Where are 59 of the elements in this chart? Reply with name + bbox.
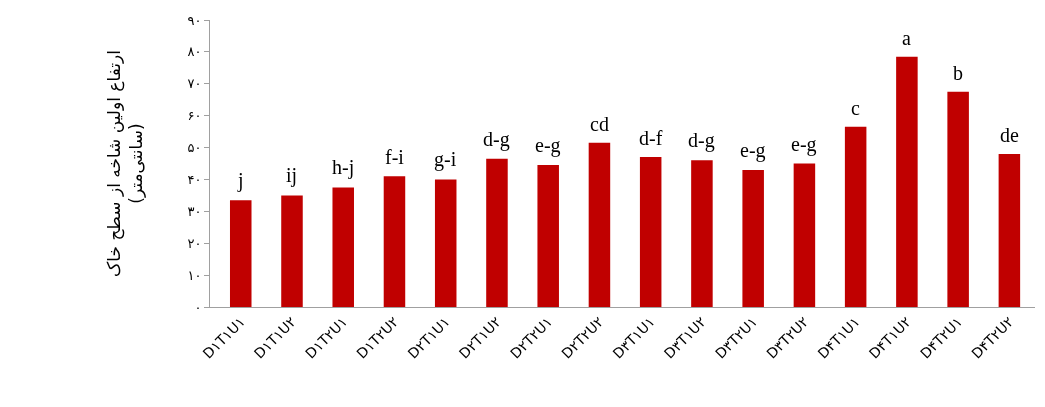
x-tick-label: D۳T۱U۲ bbox=[660, 313, 709, 362]
x-tick-label: D۱T۱U۲ bbox=[250, 313, 300, 362]
x-tick-label: D۳T۲U۱ bbox=[712, 313, 761, 362]
x-tick-label: D۲T۲U۱ bbox=[507, 313, 556, 362]
x-tick-label: D۲T۱U۱ bbox=[404, 313, 453, 362]
x-tick-label: D۱T۲U۱ bbox=[302, 313, 351, 362]
annotation: ij bbox=[286, 164, 298, 187]
annotation: a bbox=[902, 27, 911, 49]
bar bbox=[229, 200, 252, 307]
bar bbox=[332, 187, 354, 307]
y-tick-label: ۹۰ bbox=[187, 12, 202, 28]
annotation: d-g bbox=[483, 128, 510, 151]
annotation: d-g bbox=[688, 129, 715, 152]
annotation: g-i bbox=[434, 148, 457, 171]
annotation: cd bbox=[590, 113, 609, 135]
y-tick-label: ۷۰ bbox=[187, 76, 202, 92]
annotation: de bbox=[1000, 124, 1019, 146]
x-tick-label: D۳T۲U۲ bbox=[763, 313, 812, 362]
bar bbox=[844, 126, 867, 307]
bar bbox=[434, 179, 457, 307]
annotation: e-g bbox=[740, 139, 766, 162]
bar bbox=[896, 56, 918, 307]
x-tick-label: D۲T۱U۲ bbox=[455, 313, 505, 362]
bar bbox=[691, 160, 713, 307]
y-tick-label: ۱۰ bbox=[187, 267, 202, 283]
bar bbox=[588, 142, 611, 307]
x-tick-label: D۴T۲U۱ bbox=[917, 313, 966, 362]
x-tick-label: D۴T۲U۲ bbox=[968, 313, 1017, 362]
bar bbox=[281, 195, 303, 307]
bar bbox=[998, 153, 1021, 307]
bar bbox=[742, 169, 764, 307]
x-tick-label: D۲T۲U۲ bbox=[558, 313, 607, 362]
annotation: h-j bbox=[332, 156, 355, 179]
bar bbox=[793, 163, 816, 307]
y-tick-label: ۴۰ bbox=[187, 171, 202, 187]
bar bbox=[383, 176, 406, 307]
y-tick-label: ۶۰ bbox=[187, 108, 202, 124]
annotation: b bbox=[953, 62, 963, 84]
annotation: j bbox=[237, 169, 244, 192]
bar bbox=[947, 91, 969, 307]
y-tick-label: ۵۰ bbox=[187, 140, 202, 156]
x-tick-label: D۱T۱U۱ bbox=[199, 313, 248, 362]
annotation: d-f bbox=[639, 127, 663, 149]
y-tick-label: ۸۰ bbox=[187, 44, 202, 60]
y-axis-title: ارتفاع اولین شاخه از سطح خاک (سانتی‌متر) bbox=[103, 50, 146, 277]
x-tick-label: D۴T۱U۲ bbox=[865, 313, 914, 362]
bar bbox=[639, 157, 662, 307]
y-tick-label: ۰ bbox=[194, 299, 202, 315]
y-tick-label: ۲۰ bbox=[187, 235, 202, 251]
x-tick-label: D۴T۱U۱ bbox=[814, 313, 863, 362]
x-tick-label: D۳T۱U۱ bbox=[609, 313, 658, 362]
annotation: c bbox=[851, 97, 860, 119]
bar bbox=[486, 158, 508, 307]
bar bbox=[537, 165, 559, 307]
annotation: e-g bbox=[535, 134, 561, 157]
annotation: f-i bbox=[385, 146, 405, 168]
x-tick-label: D۱T۲U۲ bbox=[353, 313, 402, 362]
y-tick-label: ۳۰ bbox=[187, 203, 202, 219]
annotation: e-g bbox=[791, 133, 817, 156]
